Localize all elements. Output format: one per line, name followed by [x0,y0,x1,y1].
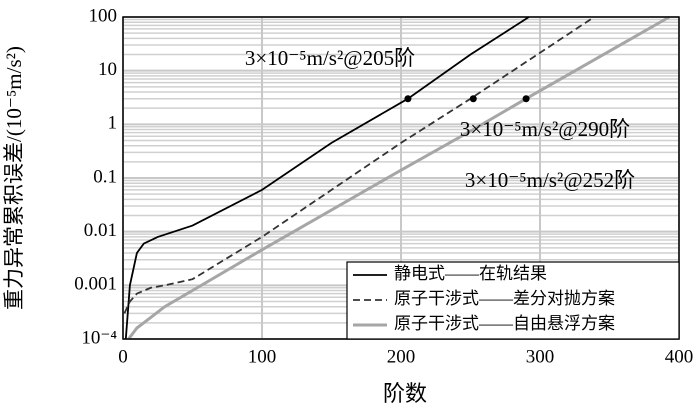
x-tick-label: 400 [665,346,694,367]
y-tick-label: 1 [108,113,118,134]
y-tick-label: 10⁻⁴ [81,327,117,348]
x-tick-label: 200 [387,346,416,367]
annotation-point [469,95,477,103]
x-axis-label: 阶数 [383,381,427,406]
legend-label: 静电式——在轨结果 [394,264,547,283]
y-tick-label: 100 [89,5,118,26]
y-tick-label: 10 [98,59,117,80]
data-line [127,15,671,340]
data-line [123,16,595,314]
legend-label: 原子干涉式——自由悬浮方案 [394,314,615,333]
legend-label: 原子干涉式——差分对抛方案 [394,289,615,308]
annotation-text: 3×10⁻⁵m/s²@290阶 [460,117,630,141]
annotation-point [404,95,412,103]
data-line [124,16,530,340]
x-tick-label: 300 [526,346,555,367]
x-tick-label: 100 [248,346,277,367]
y-tick-label: 0.1 [93,166,117,187]
annotation-point [522,95,530,103]
legend-box [346,261,680,340]
annotation-text: 3×10⁻⁵m/s²@252阶 [465,168,635,192]
x-tick-label: 0 [118,346,128,367]
y-tick-label: 0.001 [74,274,117,295]
y-tick-label: 0.01 [84,220,117,241]
annotation-text: 3×10⁻⁵m/s²@205阶 [245,46,415,70]
y-axis-label: 重力异常累积误差/(10⁻⁵m/s²) [2,46,26,310]
